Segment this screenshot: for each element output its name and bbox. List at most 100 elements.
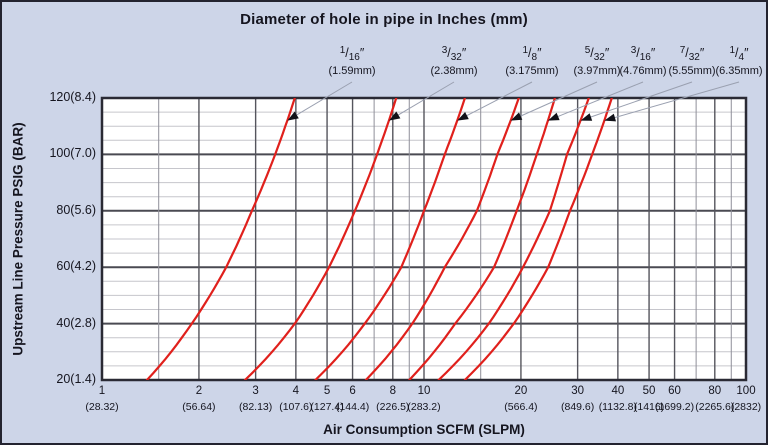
- x-tick-slpm: (1132.8): [598, 400, 638, 413]
- arrowhead-1-8: [457, 112, 469, 121]
- x-tick-scfm: 60: [668, 385, 681, 397]
- curve-3-32-inch: [243, 98, 398, 380]
- x-tick-10: 10 (283.2): [407, 384, 440, 414]
- leader-line-5-32: [518, 81, 598, 118]
- x-tick-scfm: 3: [252, 385, 259, 397]
- hole-diameter-inches: 1/16″: [339, 45, 365, 63]
- curve-1-8-inch: [314, 98, 466, 380]
- x-tick-slpm: (2265.6): [695, 400, 735, 413]
- x-tick-scfm: 1: [98, 385, 106, 397]
- arrowhead-1-4: [604, 113, 616, 122]
- x-tick-scfm: 30: [571, 385, 585, 397]
- x-tick-4: 4 (107.6): [279, 384, 312, 414]
- hole-diameter-inches: 5/32″: [584, 45, 610, 63]
- x-tick-scfm: 8: [389, 385, 396, 397]
- arrowhead-3-16: [547, 112, 560, 121]
- x-tick-40: 40 (1132.8): [599, 384, 637, 414]
- leader-line-1-16: [294, 81, 353, 117]
- x-tick-scfm: 10: [417, 385, 431, 397]
- hole-diameter-mm: (1.59mm): [328, 65, 376, 77]
- x-tick-slpm: (566.4): [504, 400, 538, 413]
- x-tick-1: 1 (28.32): [85, 384, 118, 414]
- y-tick-80: 80(5.6): [56, 202, 96, 217]
- leader-line-1-4: [612, 81, 740, 119]
- leader-line-1-8: [464, 81, 533, 117]
- x-tick-scfm: 20: [514, 385, 528, 397]
- y-tick-100: 100(7.0): [49, 146, 96, 161]
- curve-1-16-inch: [145, 98, 296, 380]
- x-tick-scfm: 50: [642, 385, 656, 397]
- leader-line-3-32: [396, 81, 455, 117]
- y-tick-40: 40(2.8): [56, 315, 96, 330]
- x-tick-2: 2 (56.64): [182, 384, 215, 414]
- x-tick-slpm: (1699.2): [655, 400, 695, 413]
- hole-diameter-mm: (2.38mm): [430, 65, 478, 77]
- curve-label-1-4-inch: 1/4″ (6.35mm): [715, 44, 762, 78]
- x-tick-scfm: 40: [611, 385, 625, 397]
- x-tick-scfm: 6: [349, 385, 356, 397]
- arrowhead-1-16: [287, 111, 299, 121]
- curve-label-7-32-inch: 7/32″ (5.55mm): [668, 44, 715, 78]
- hole-diameter-mm: (4.76mm): [619, 65, 667, 77]
- curve-label-1-16-inch: 1/16″ (1.59mm): [328, 44, 375, 78]
- hole-diameter-mm: (3.97mm): [573, 65, 621, 77]
- x-tick-8: 8 (226.5): [376, 384, 409, 414]
- y-tick-60: 60(4.2): [56, 259, 96, 274]
- curve-3-16-inch: [408, 98, 556, 380]
- x-tick-3: 3 (82.13): [239, 384, 272, 414]
- arrowhead-7-32: [580, 113, 593, 121]
- leader-line-3-16: [556, 81, 644, 118]
- vertical-gridlines: [158, 98, 732, 380]
- y-axis-title: Upstream Line Pressure PSIG (BAR): [10, 122, 26, 356]
- x-tick-slpm: (849.6): [560, 400, 595, 413]
- x-tick-scfm: 5: [323, 385, 331, 397]
- plot-border: [100, 96, 748, 382]
- hole-diameter-inches: 3/16″: [630, 45, 656, 63]
- hole-diameter-inches: 1/8″: [522, 45, 542, 63]
- x-tick-6: 6 (144.4): [336, 384, 369, 414]
- x-tick-slpm: (226.5): [376, 400, 410, 413]
- x-tick-30: 30 (849.6): [561, 384, 594, 414]
- x-tick-80: 80 (2265.6): [695, 384, 734, 414]
- curve-1-4-inch: [463, 98, 613, 380]
- x-tick-scfm: 2: [195, 385, 203, 397]
- arrowhead-3-32: [388, 111, 401, 121]
- x-tick-60: 60 (1699.2): [655, 384, 694, 414]
- x-tick-slpm: (2832): [730, 400, 762, 413]
- x-tick-scfm: 100: [736, 385, 756, 397]
- x-tick-slpm: (28.32): [85, 400, 119, 413]
- y-tick-120: 120(8.4): [49, 90, 96, 104]
- curve-label-5-32-inch: 5/32″ (3.97mm): [573, 44, 620, 78]
- chart-title: Diameter of hole in pipe in Inches (mm): [240, 11, 528, 28]
- x-tick-slpm: (107.6): [279, 400, 313, 413]
- x-tick-scfm: 80: [708, 385, 722, 397]
- curve-label-1-8-inch: 1/8″ (3.175mm): [505, 44, 558, 78]
- hole-diameter-mm: (3.175mm): [505, 65, 559, 77]
- x-tick-slpm: (82.13): [238, 400, 273, 413]
- x-tick-slpm: (1416): [633, 400, 665, 413]
- leader-line-7-32: [588, 81, 693, 119]
- curve-label-3-16-inch: 3/16″ (4.76mm): [619, 44, 666, 78]
- x-tick-slpm: (283.2): [407, 400, 441, 413]
- label-leaders: [287, 81, 740, 122]
- hole-diameter-inches: 3/32″: [441, 45, 467, 63]
- curves: [145, 98, 613, 380]
- x-tick-scfm: 4: [292, 385, 300, 397]
- x-tick-20: 20 (566.4): [504, 384, 537, 414]
- x-tick-50: 50 (1416): [634, 384, 664, 414]
- curve-label-3-32-inch: 3/32″ (2.38mm): [430, 44, 477, 78]
- hole-diameter-mm: (6.35mm): [715, 65, 763, 77]
- y-tick-20: 20(1.4): [56, 372, 96, 386]
- x-axis-title: Air Consumption SCFM (SLPM): [323, 422, 525, 437]
- hole-diameter-inches: 1/4″: [729, 45, 749, 63]
- arrowhead-5-32: [510, 112, 523, 121]
- curve-5-32-inch: [364, 98, 520, 380]
- x-tick-slpm: (56.64): [182, 400, 216, 413]
- x-tick-5: 5 (127.4): [310, 384, 343, 414]
- x-tick-100: 100 (2832): [731, 384, 761, 414]
- hole-diameter-inches: 7/32″: [679, 45, 705, 63]
- x-tick-slpm: (127.4): [310, 400, 344, 413]
- x-tick-slpm: (144.4): [335, 400, 370, 413]
